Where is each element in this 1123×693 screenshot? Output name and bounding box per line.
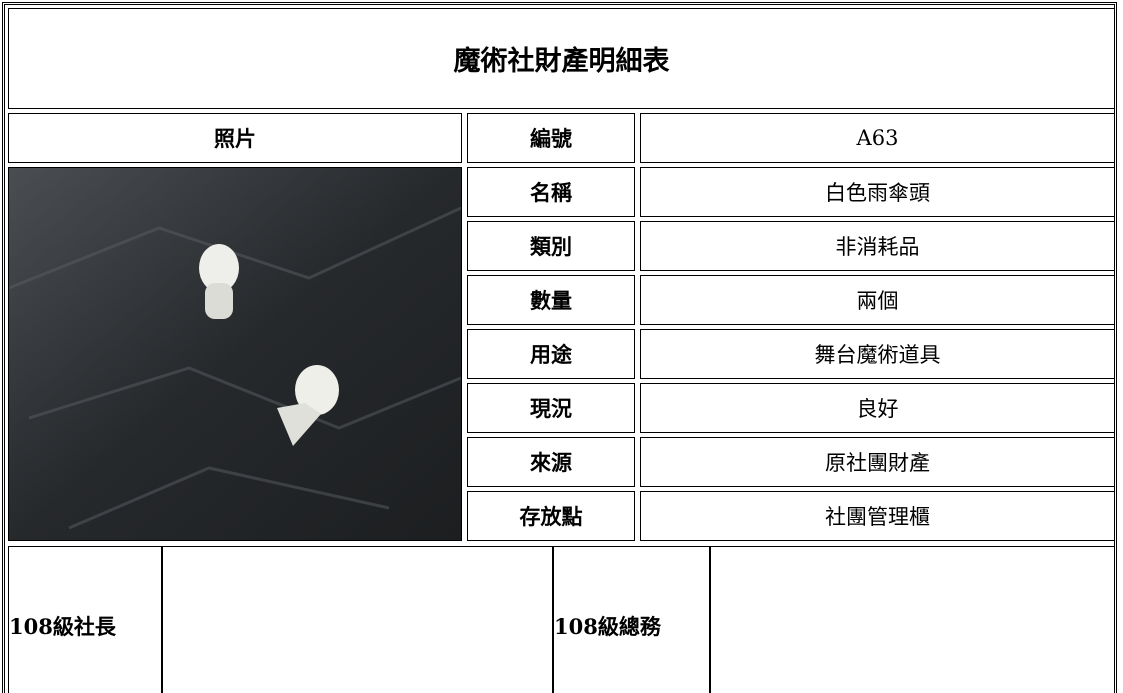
field-value: 白色雨傘頭	[640, 167, 1115, 217]
field-value: A63	[640, 113, 1115, 163]
signature-label: 108級總務	[553, 546, 710, 693]
field-label: 來源	[467, 437, 635, 487]
signature-blank	[162, 546, 553, 693]
signature-blank	[710, 546, 1115, 693]
field-value: 良好	[640, 383, 1115, 433]
field-value: 原社團財產	[640, 437, 1115, 487]
title: 魔術社財產明細表	[8, 8, 1115, 109]
field-label: 存放點	[467, 491, 635, 541]
photo-image	[9, 168, 461, 540]
field-label: 現況	[467, 383, 635, 433]
field-value: 兩個	[640, 275, 1115, 325]
field-label: 編號	[467, 113, 635, 163]
field-label: 用途	[467, 329, 635, 379]
field-value: 社團管理櫃	[640, 491, 1115, 541]
field-label: 類別	[467, 221, 635, 271]
field-label: 數量	[467, 275, 635, 325]
photo-header: 照片	[8, 113, 462, 163]
field-value: 非消耗品	[640, 221, 1115, 271]
field-value: 舞台魔術道具	[640, 329, 1115, 379]
signature-label: 108級社長	[8, 546, 162, 693]
field-label: 名稱	[467, 167, 635, 217]
photo	[8, 167, 462, 541]
